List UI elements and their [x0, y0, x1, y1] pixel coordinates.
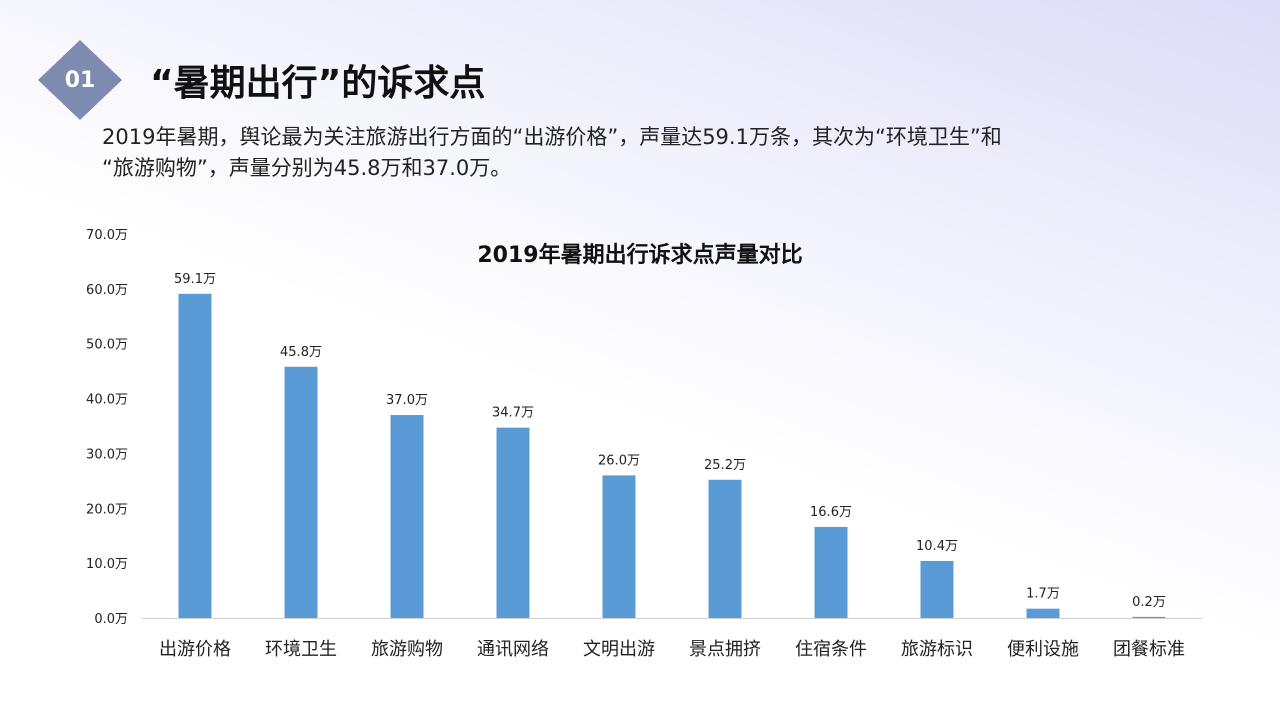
bar-value-label: 10.4万 [916, 539, 958, 554]
category-label: 文明出游 [583, 639, 655, 660]
bar [814, 526, 848, 618]
bar [1132, 616, 1166, 618]
badge-number: 01 [64, 67, 96, 93]
y-tick-label: 60.0万 [86, 283, 128, 298]
category-label: 便利设施 [1007, 639, 1079, 660]
bar [178, 293, 212, 618]
bar [496, 427, 530, 618]
bar-value-label: 0.2万 [1132, 595, 1166, 610]
bars [178, 293, 1166, 618]
bar [390, 415, 424, 618]
bar [284, 366, 318, 618]
bar [602, 475, 636, 618]
y-tick-label: 0.0万 [94, 612, 128, 627]
category-label: 出游价格 [159, 639, 231, 660]
bar-value-label: 16.6万 [810, 505, 852, 520]
bar [708, 479, 742, 618]
bar-value-label: 25.2万 [704, 458, 746, 473]
page-title: “暑期出行”的诉求点 [150, 63, 486, 104]
category-label: 旅游标识 [901, 639, 973, 660]
bar [1026, 608, 1060, 618]
bar-value-label: 45.8万 [280, 345, 322, 360]
category-label: 通讯网络 [477, 639, 549, 660]
bar-value-label: 26.0万 [598, 453, 640, 468]
chart-title: 2019年暑期出行诉求点声量对比 [477, 242, 802, 268]
section-badge: 01 [38, 40, 122, 120]
y-axis: 0.0万 10.0万 20.0万 30.0万 40.0万 50.0万 60.0万 70.0万 [86, 228, 128, 627]
category-label: 景点拥挤 [689, 639, 761, 660]
y-tick-label: 40.0万 [86, 393, 128, 408]
description-line-1: 2019年暑期，舆论最为关注旅游出行方面的“出游价格”，声量达59.1万条，其次… [102, 125, 1002, 149]
y-tick-label: 20.0万 [86, 502, 128, 517]
data-labels: 59.1万 45.8万 37.0万 34.7万 26.0万 25.2万 16.6万 10.4万… [174, 272, 1166, 610]
page-description: 2019年暑期，舆论最为关注旅游出行方面的“出游价格”，声量达59.1万条，其次… [102, 122, 1192, 184]
bar-value-label: 37.0万 [386, 393, 428, 408]
description-line-2: “旅游购物”，声量分别为45.8万和37.0万。 [102, 156, 512, 180]
y-tick-label: 50.0万 [86, 338, 128, 353]
diamond-shape [38, 40, 122, 120]
y-tick-label: 30.0万 [86, 447, 128, 462]
category-label: 住宿条件 [795, 639, 867, 660]
bar [920, 560, 954, 618]
bar-value-label: 1.7万 [1026, 587, 1060, 602]
category-label: 环境卫生 [265, 639, 337, 660]
y-tick-label: 70.0万 [86, 228, 128, 243]
y-tick-label: 10.0万 [86, 557, 128, 572]
category-label: 旅游购物 [371, 639, 443, 660]
category-labels: 出游价格 环境卫生 旅游购物 通讯网络 文明出游 景点拥挤 住宿条件 旅游标识 便利设施 团餐标准 [159, 639, 1185, 660]
bar-value-label: 59.1万 [174, 272, 216, 287]
category-label: 团餐标准 [1113, 639, 1185, 660]
bar-value-label: 34.7万 [492, 406, 534, 421]
